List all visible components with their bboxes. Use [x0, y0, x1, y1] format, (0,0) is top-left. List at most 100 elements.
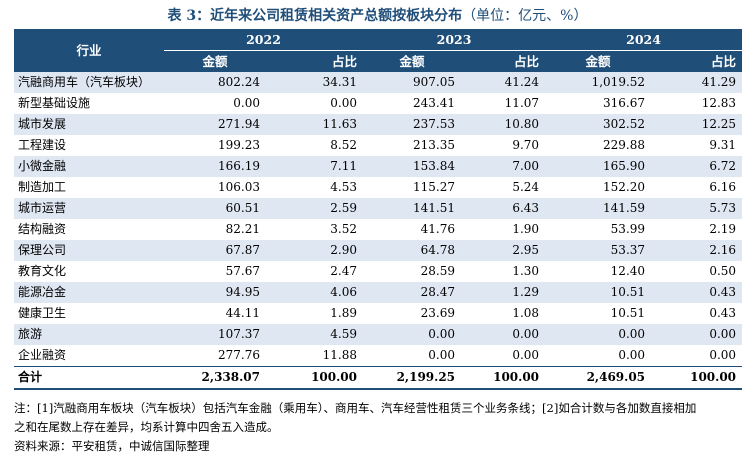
- amount-cell: 10.51: [545, 282, 652, 303]
- industry-header: 行业: [14, 29, 164, 72]
- share-cell: 5.24: [461, 177, 546, 198]
- industry-name: 教育文化: [14, 261, 164, 282]
- share-cell: 3.52: [266, 219, 364, 240]
- share-cell: 8.52: [266, 135, 364, 156]
- table-row: 企业融资 277.76 11.88 0.00 0.00 0.00 0.00: [14, 345, 743, 367]
- amount-cell: 229.88: [545, 135, 652, 156]
- share-cell: 2.19: [651, 219, 743, 240]
- asset-distribution-table: 行业 2022 2023 2024 金额 占比 金额 占比 金额 占比 汽融商用…: [14, 29, 743, 390]
- amount-cell: 213.35: [363, 135, 462, 156]
- year-header: 2022: [164, 29, 364, 51]
- amount-cell: 28.47: [363, 282, 462, 303]
- amount-cell: 141.59: [545, 198, 652, 219]
- note-line: 之和在尾数上存在差异，均系计算中四舍五入造成。: [14, 420, 279, 434]
- share-cell: 1.29: [461, 282, 546, 303]
- amount-cell: 28.59: [363, 261, 462, 282]
- industry-name: 城市发展: [14, 114, 164, 135]
- source-line: 资料来源：平安租赁，中诚信国际整理: [14, 439, 210, 453]
- total-label: 合计: [14, 366, 164, 390]
- share-cell: 1.08: [461, 303, 546, 324]
- amount-cell: 0.00: [545, 345, 652, 367]
- amount-cell: 57.67: [164, 261, 266, 282]
- share-cell: 11.88: [266, 345, 364, 367]
- share-cell: 0.00: [266, 93, 364, 114]
- industry-name: 企业融资: [14, 345, 164, 367]
- amount-cell: 82.21: [164, 219, 266, 240]
- share-cell: 4.06: [266, 282, 364, 303]
- industry-name: 旅游: [14, 324, 164, 345]
- amount-cell: 0.00: [164, 93, 266, 114]
- share-cell: 0.43: [651, 303, 743, 324]
- amount-cell: 141.51: [363, 198, 462, 219]
- share-cell: 2.47: [266, 261, 364, 282]
- share-header: 占比: [266, 50, 364, 72]
- amount-cell: 302.52: [545, 114, 652, 135]
- table-row: 制造加工 106.03 4.53 115.27 5.24 152.20 6.16: [14, 177, 743, 198]
- amount-cell: 802.24: [164, 72, 266, 93]
- industry-name: 能源冶金: [14, 282, 164, 303]
- amount-cell: 152.20: [545, 177, 652, 198]
- industry-name: 保理公司: [14, 240, 164, 261]
- amount-cell: 41.76: [363, 219, 462, 240]
- table-body: 汽融商用车（汽车板块） 802.24 34.31 907.05 41.24 1,019.5…: [14, 72, 743, 367]
- total-cell: 2,469.05: [545, 366, 652, 390]
- amount-cell: 106.03: [164, 177, 266, 198]
- amount-cell: 44.11: [164, 303, 266, 324]
- table-row: 保理公司 67.87 2.90 64.78 2.95 53.37 2.16: [14, 240, 743, 261]
- amount-cell: 12.40: [545, 261, 652, 282]
- share-cell: 0.00: [461, 324, 546, 345]
- amount-cell: 199.23: [164, 135, 266, 156]
- amount-cell: 0.00: [363, 324, 462, 345]
- share-cell: 0.00: [651, 345, 743, 367]
- amount-cell: 107.37: [164, 324, 266, 345]
- table-row: 健康卫生 44.11 1.89 23.69 1.08 10.51 0.43: [14, 303, 743, 324]
- share-cell: 4.53: [266, 177, 364, 198]
- amount-cell: 60.51: [164, 198, 266, 219]
- table-footer: 合计 2,338.07 100.00 2,199.25 100.00 2,469…: [14, 366, 743, 390]
- total-cell: 100.00: [266, 366, 364, 390]
- share-cell: 12.83: [651, 93, 743, 114]
- total-cell: 2,338.07: [164, 366, 266, 390]
- amount-cell: 67.87: [164, 240, 266, 261]
- amount-header: 金额: [164, 50, 266, 72]
- table-row: 旅游 107.37 4.59 0.00 0.00 0.00 0.00: [14, 324, 743, 345]
- share-cell: 11.63: [266, 114, 364, 135]
- amount-cell: 1,019.52: [545, 72, 652, 93]
- total-cell: 2,199.25: [363, 366, 462, 390]
- share-cell: 0.00: [461, 345, 546, 367]
- table-header: 行业 2022 2023 2024 金额 占比 金额 占比 金额 占比: [14, 29, 743, 72]
- table-row: 城市运营 60.51 2.59 141.51 6.43 141.59 5.73: [14, 198, 743, 219]
- share-cell: 1.30: [461, 261, 546, 282]
- industry-name: 汽融商用车（汽车板块）: [14, 72, 164, 93]
- table-row: 新型基础设施 0.00 0.00 243.41 11.07 316.67 12.83: [14, 93, 743, 114]
- share-cell: 0.00: [651, 324, 743, 345]
- amount-cell: 243.41: [363, 93, 462, 114]
- amount-cell: 277.76: [164, 345, 266, 367]
- amount-cell: 0.00: [363, 345, 462, 367]
- share-cell: 2.90: [266, 240, 364, 261]
- amount-cell: 115.27: [363, 177, 462, 198]
- amount-cell: 10.51: [545, 303, 652, 324]
- share-cell: 12.25: [651, 114, 743, 135]
- share-cell: 1.89: [266, 303, 364, 324]
- year-header: 2023: [363, 29, 546, 51]
- share-cell: 5.73: [651, 198, 743, 219]
- share-cell: 9.31: [651, 135, 743, 156]
- share-cell: 2.95: [461, 240, 546, 261]
- share-cell: 10.80: [461, 114, 546, 135]
- industry-name: 工程建设: [14, 135, 164, 156]
- amount-cell: 153.84: [363, 156, 462, 177]
- share-cell: 7.00: [461, 156, 546, 177]
- share-cell: 1.90: [461, 219, 546, 240]
- table-row: 汽融商用车（汽车板块） 802.24 34.31 907.05 41.24 1,019.5…: [14, 72, 743, 93]
- amount-cell: 23.69: [363, 303, 462, 324]
- share-cell: 0.50: [651, 261, 743, 282]
- amount-cell: 166.19: [164, 156, 266, 177]
- total-row: 合计 2,338.07 100.00 2,199.25 100.00 2,469…: [14, 366, 743, 390]
- amount-cell: 165.90: [545, 156, 652, 177]
- industry-name: 健康卫生: [14, 303, 164, 324]
- share-cell: 6.72: [651, 156, 743, 177]
- share-cell: 11.07: [461, 93, 546, 114]
- share-header: 占比: [651, 50, 743, 72]
